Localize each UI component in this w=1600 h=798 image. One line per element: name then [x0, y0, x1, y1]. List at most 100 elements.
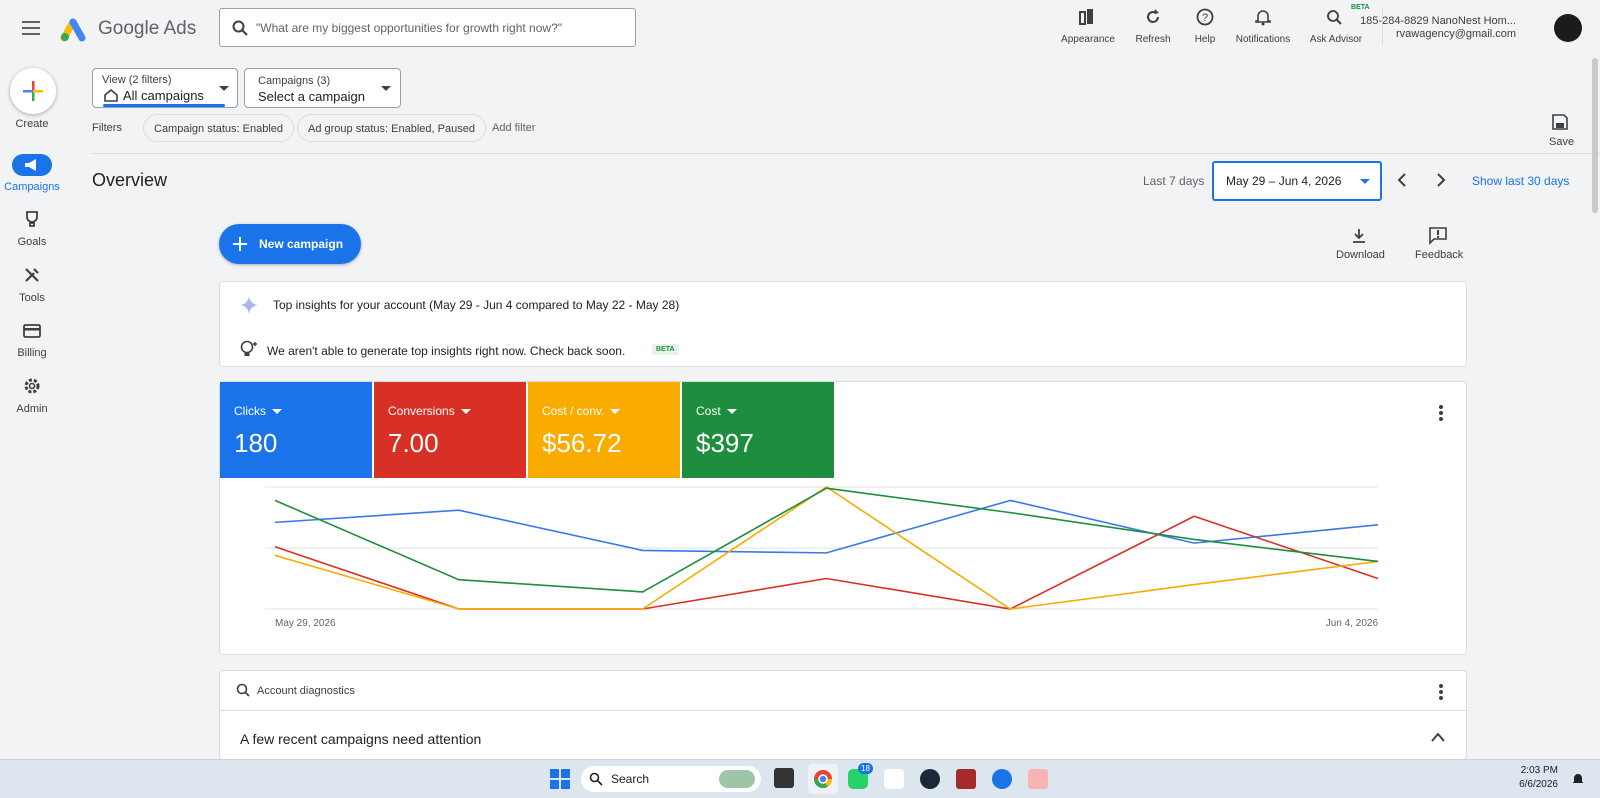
billing-icon: [23, 324, 41, 338]
scorecard[interactable]: Clicks 180: [220, 382, 372, 478]
notification-icon[interactable]: [1571, 772, 1585, 786]
app-icon[interactable]: [1028, 769, 1048, 789]
scorecard-label: Conversions: [388, 404, 455, 418]
diagnostics-heading: A few recent campaigns need attention: [240, 731, 482, 747]
save-label[interactable]: Save: [1549, 136, 1575, 148]
nav-item[interactable]: Goals: [17, 236, 47, 248]
bulb-icon: [240, 340, 257, 356]
create-label[interactable]: Create: [15, 118, 49, 130]
action-label[interactable]: Appearance: [1061, 34, 1115, 45]
campaigns-icon: [25, 159, 36, 171]
dropdown-arrow: [1360, 179, 1370, 184]
clock-time: 2:03 PM: [1520, 765, 1558, 776]
app-icon[interactable]: [992, 769, 1012, 789]
app-icon[interactable]: [774, 768, 794, 788]
series-line: [274, 487, 1379, 593]
prev-button[interactable]: [1395, 172, 1409, 188]
feedback-icon[interactable]: [1429, 227, 1447, 245]
insights-card: Top insights for your account (May 29 - …: [219, 281, 1467, 367]
scorecard-label: Clicks: [234, 404, 266, 418]
action-label[interactable]: Help: [1194, 34, 1216, 45]
scorecard-value: 180: [234, 428, 278, 458]
x-tick-label: Jun 4, 2026: [1326, 618, 1379, 629]
home-icon: [104, 89, 118, 102]
dropdown-arrow: [219, 86, 229, 91]
filter-chip[interactable]: Ad group status: Enabled, Paused: [297, 114, 486, 142]
action-label[interactable]: Refresh: [1135, 34, 1171, 45]
campaigns-label: Campaigns (3): [258, 75, 331, 87]
diagnostics-card: Account diagnostics A few recent campaig…: [219, 670, 1467, 760]
scorecard-value: $397: [696, 428, 754, 458]
nav-item[interactable]: Admin: [16, 403, 48, 415]
taskbar-search[interactable]: Search: [581, 766, 761, 792]
show-30-days[interactable]: Show last 30 days: [1472, 174, 1570, 188]
scorecard[interactable]: Cost $397: [682, 382, 834, 478]
scorecard-header: Cost: [696, 404, 737, 418]
clock-date: 6/6/2026: [1519, 779, 1558, 790]
beta-badge: BETA: [1351, 4, 1370, 11]
search-icon: [589, 772, 603, 786]
date-range-picker[interactable]: May 29 – Jun 4, 2026: [1212, 161, 1382, 201]
line-chart: May 29, 2026 Jun 4, 2026: [265, 486, 1379, 629]
action-label[interactable]: Notifications: [1235, 34, 1291, 45]
steam-icon[interactable]: [920, 769, 940, 789]
plus-icon: [233, 237, 247, 251]
advisor-icon[interactable]: [1326, 8, 1344, 26]
view-selector[interactable]: View (2 filters) All campaigns: [92, 68, 238, 108]
more-menu[interactable]: [1438, 683, 1444, 701]
refresh-icon[interactable]: [1144, 8, 1162, 26]
whatsapp-icon[interactable]: [848, 769, 868, 789]
avatar[interactable]: [1554, 14, 1582, 42]
goals-icon: [26, 211, 38, 227]
notification-badge: 18: [858, 763, 873, 774]
new-campaign-button[interactable]: New campaign: [219, 224, 361, 264]
nav-item[interactable]: Campaigns: [4, 181, 60, 193]
taskbar: Search 18 2:03 PM 6/6/2026: [0, 759, 1600, 798]
plus-icon: [23, 81, 43, 101]
more-menu[interactable]: [1438, 404, 1444, 422]
diagnostics-icon: [236, 683, 250, 697]
download-icon[interactable]: [1351, 228, 1367, 244]
scorecard-header: Conversions: [388, 404, 471, 418]
scrollbar[interactable]: [1592, 58, 1598, 213]
help-icon[interactable]: ?: [1196, 8, 1214, 26]
menu-icon[interactable]: [22, 20, 42, 36]
search-box[interactable]: "What are my biggest opportunities for g…: [219, 8, 636, 47]
next-button[interactable]: [1434, 172, 1448, 188]
scorecard[interactable]: Cost / conv. $56.72: [528, 382, 680, 478]
scorecard-label: Cost / conv.: [542, 404, 605, 418]
download-label[interactable]: Download: [1336, 249, 1385, 261]
scorecard-value: 7.00: [388, 428, 439, 458]
scorecard-header: Cost / conv.: [542, 404, 621, 418]
account-id[interactable]: 185-284-8829 NanoNest Hom...: [1360, 15, 1516, 27]
app-icon[interactable]: [884, 769, 904, 789]
dropdown-arrow: [381, 86, 391, 91]
tools-icon: [25, 268, 39, 282]
app-icon[interactable]: [956, 769, 976, 789]
search-placeholder: "What are my biggest opportunities for g…: [256, 21, 562, 35]
action-label[interactable]: Ask Advisor: [1309, 34, 1363, 45]
beta-badge: BETA: [652, 344, 679, 355]
filter-chip[interactable]: Campaign status: Enabled: [143, 114, 295, 142]
notifications-icon[interactable]: [1254, 8, 1272, 26]
insights-message: We aren't able to generate top insights …: [267, 344, 626, 358]
collapse-icon[interactable]: [1430, 731, 1446, 743]
save-icon[interactable]: [1552, 114, 1568, 130]
nav-item[interactable]: Tools: [19, 292, 45, 304]
appearance-icon[interactable]: [1078, 8, 1096, 26]
start-button[interactable]: [550, 769, 570, 789]
scorecard-label: Cost: [696, 404, 721, 418]
feedback-label[interactable]: Feedback: [1415, 249, 1464, 261]
nav-item[interactable]: Billing: [17, 347, 47, 359]
diagnostics-title: Account diagnostics: [257, 685, 355, 697]
campaign-selector[interactable]: Campaigns (3) Select a campaign: [244, 68, 401, 108]
chrome-icon[interactable]: [813, 769, 833, 789]
account-email[interactable]: rvawagency@gmail.com: [1396, 28, 1516, 40]
add-filter[interactable]: Add filter: [492, 122, 536, 134]
search-art: [719, 770, 755, 788]
sidebar: Create Campaigns Goals Tools Billing Adm…: [0, 56, 66, 746]
scorecard[interactable]: Conversions 7.00: [374, 382, 526, 478]
create-button[interactable]: [10, 68, 56, 114]
view-value: All campaigns: [123, 88, 204, 103]
